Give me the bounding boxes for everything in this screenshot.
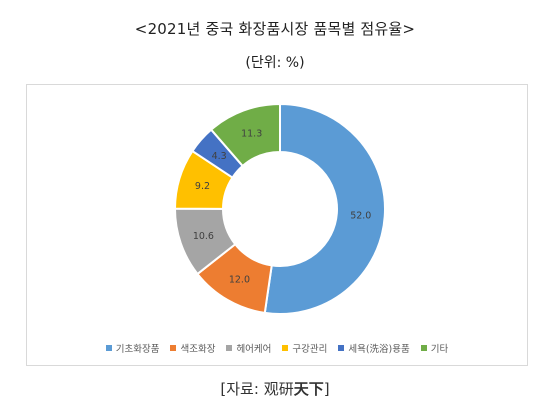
legend-label-2: 색조화장: [180, 344, 216, 355]
legend-label-3: 헤어케어: [236, 344, 272, 355]
data-label-2: 12.0: [229, 275, 250, 286]
source-name-bold: 天下: [293, 380, 324, 398]
source-name-regular: 观研: [263, 380, 294, 398]
legend-swatch-5: [338, 345, 345, 351]
legend-label-6: 기타: [430, 344, 449, 355]
data-label-5: 4.3: [212, 151, 227, 162]
donut-slice-6: [209, 102, 281, 168]
data-label-3: 10.6: [193, 231, 214, 242]
legend-swatch-1: [105, 345, 112, 351]
legend-item-2: 색조화장: [170, 341, 215, 355]
legend-item-6: 기타: [420, 341, 449, 355]
legend-swatch-2: [170, 345, 177, 351]
data-label-6: 11.3: [241, 129, 262, 140]
legend-item-4: 구강관리: [282, 341, 327, 355]
source-prefix: [자료:: [220, 380, 264, 398]
chart-area: 52.0 12.0 10.6 9.2 4.3 11.3 기초화장품 색조화장 헤어케어 구강관리…: [26, 84, 528, 366]
source-suffix: ]: [323, 380, 330, 398]
source-note: [자료: 观研天下]: [0, 378, 550, 399]
chart-title: <2021년 중국 화장품시장 품목별 점유율>: [134, 20, 416, 38]
legend-label-5: 세욕(洗浴)용품: [348, 344, 410, 355]
legend-label-4: 구강관리: [292, 344, 328, 355]
legend-swatch-4: [282, 345, 289, 351]
legend-label-1: 기초화장품: [115, 344, 160, 355]
legend-swatch-3: [226, 345, 233, 351]
legend-swatch-6: [420, 345, 427, 351]
legend-item-1: 기초화장품: [105, 341, 160, 355]
legend-item-5: 세욕(洗浴)용품: [338, 341, 410, 355]
data-label-4: 9.2: [195, 181, 210, 192]
chart-subtitle: (단위: %): [245, 55, 305, 71]
donut-slice-1: [263, 102, 386, 315]
donut-chart: 52.0 12.0 10.6 9.2 4.3 11.3: [173, 102, 386, 315]
chart-legend: 기초화장품 색조화장 헤어케어 구강관리 세욕(洗浴)용품 기타: [27, 341, 527, 355]
data-label-1: 52.0: [350, 210, 371, 221]
legend-item-3: 헤어케어: [226, 341, 271, 355]
